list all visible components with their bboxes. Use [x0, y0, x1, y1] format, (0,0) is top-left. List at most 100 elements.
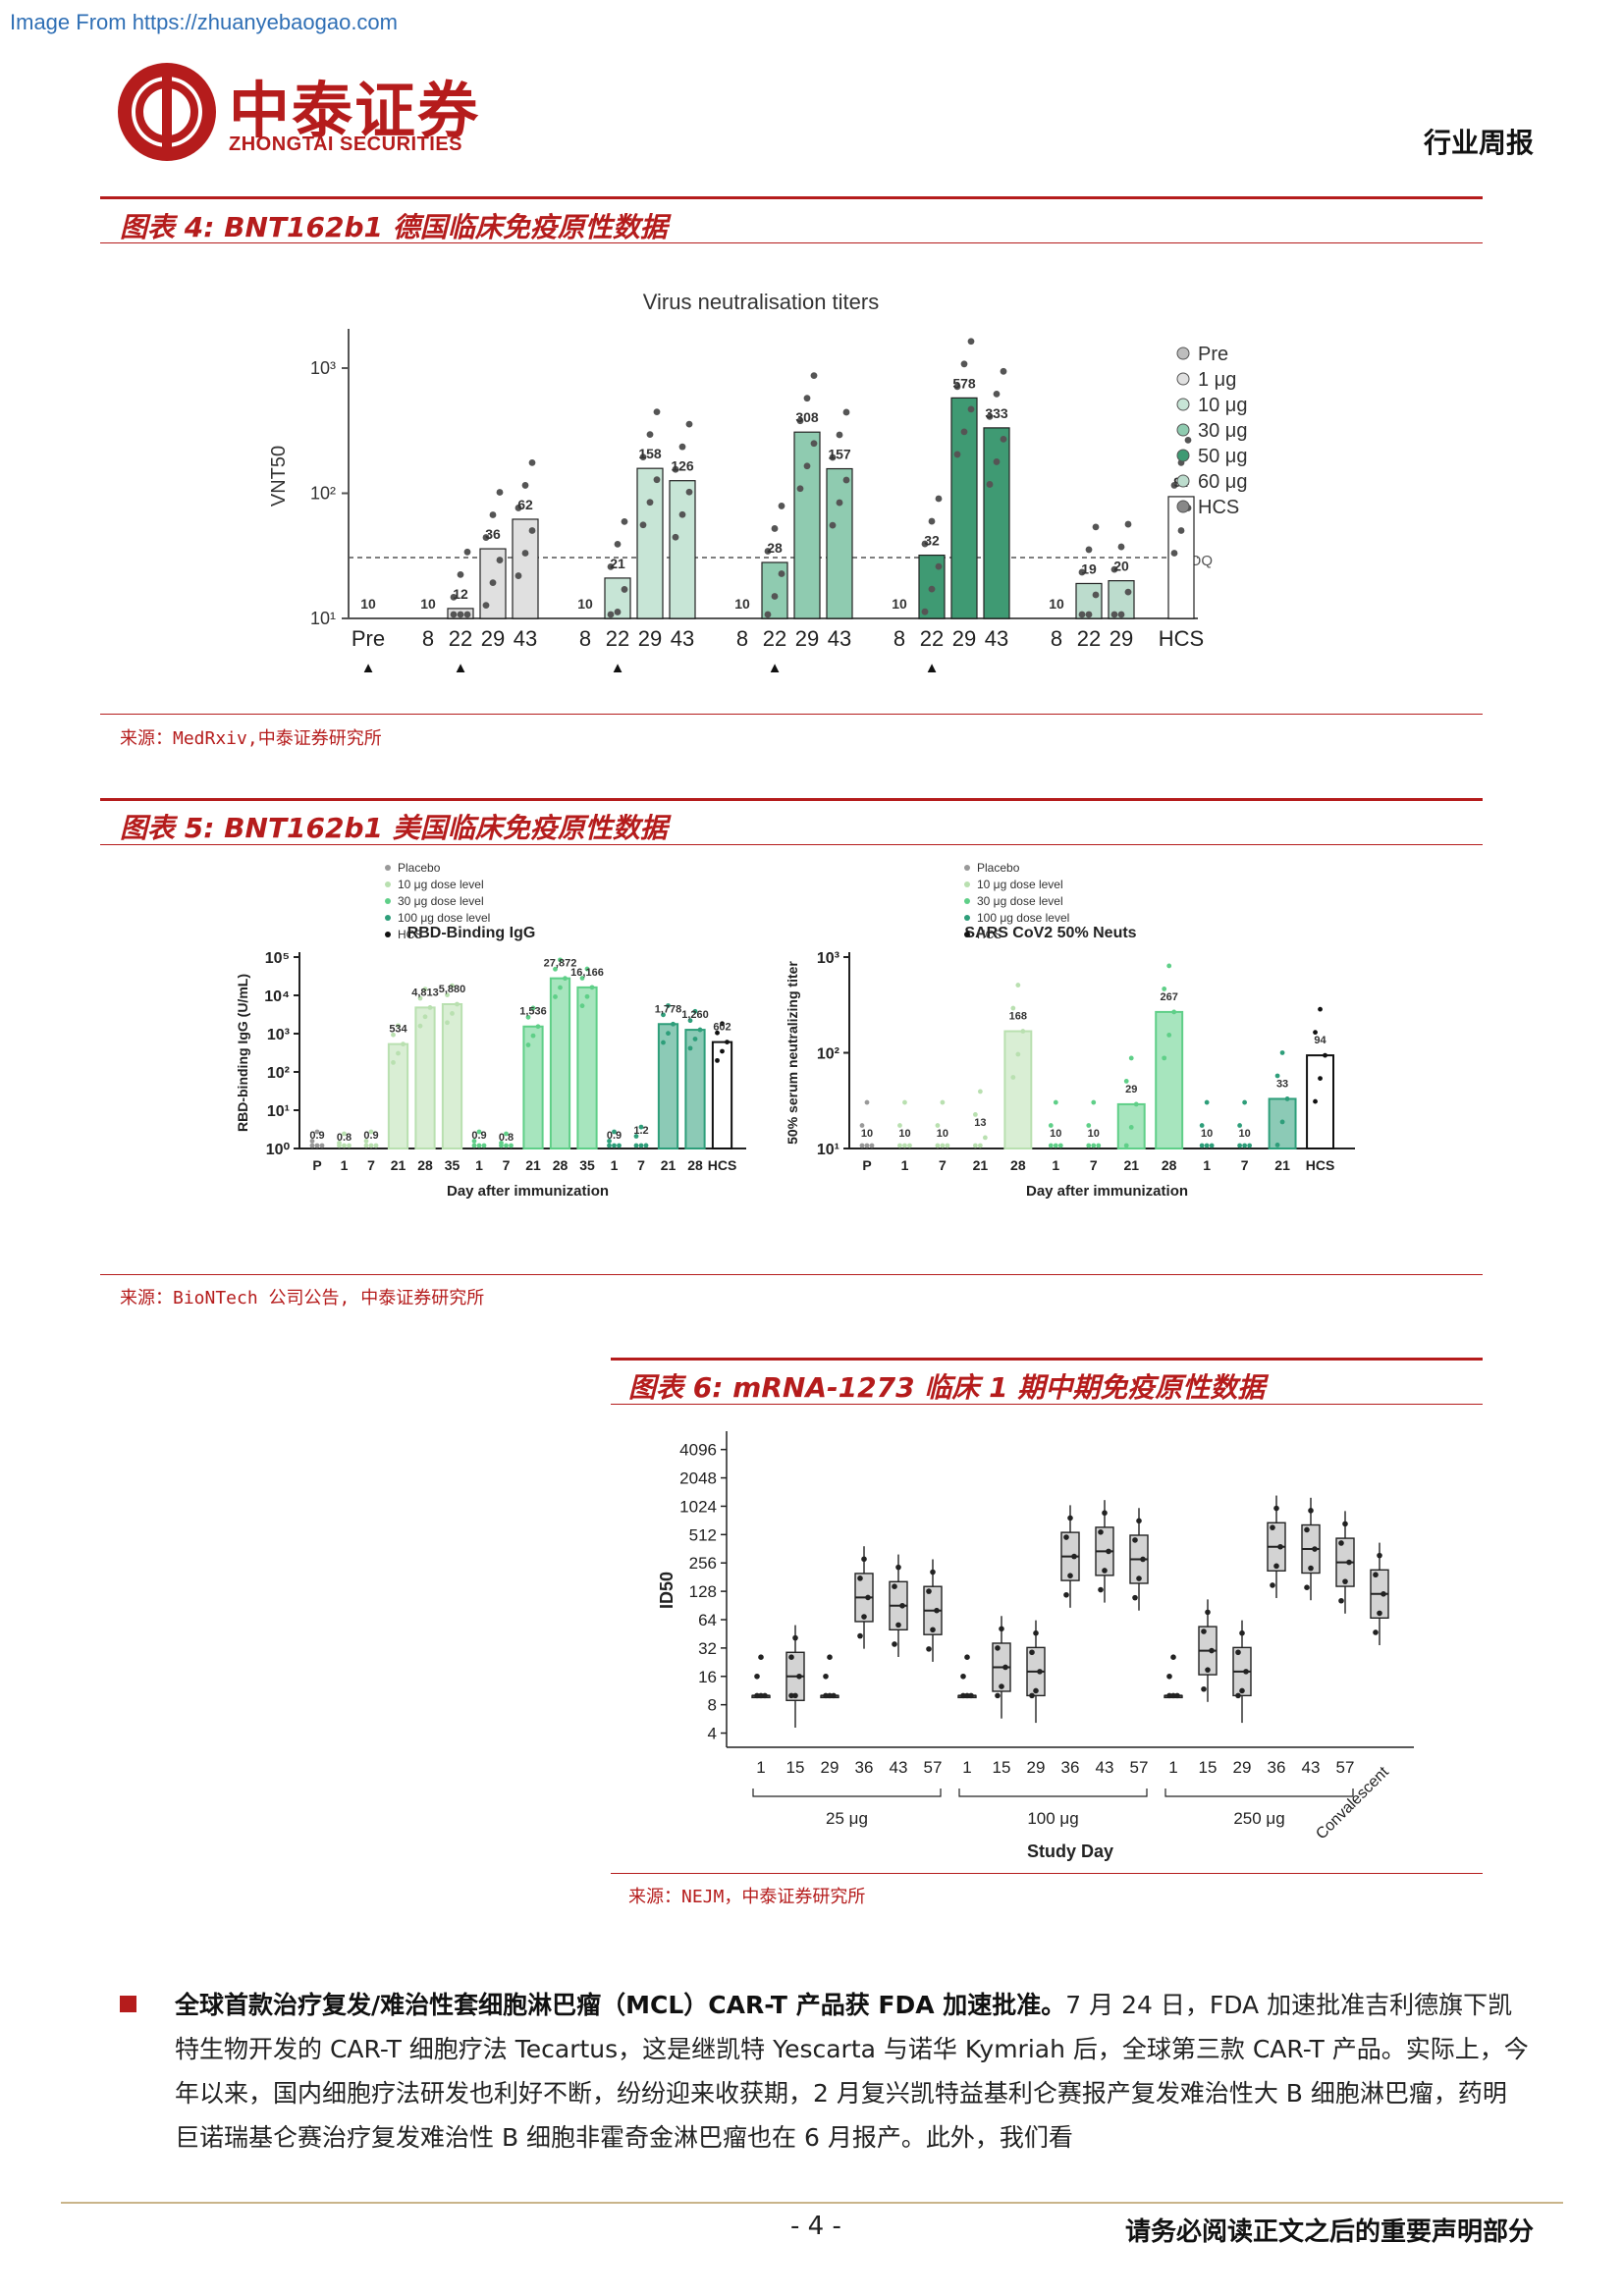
- figure4-point: [463, 548, 471, 556]
- figure5-bar: [684, 1029, 706, 1150]
- figure4-point: [1078, 568, 1086, 576]
- figure5-point: [476, 1129, 482, 1135]
- figure6-point: [1132, 1594, 1138, 1601]
- figure6-point: [1304, 1584, 1310, 1590]
- figure6-x-tick-label: 43: [1096, 1758, 1114, 1777]
- figure6-x-tick-label: 43: [890, 1758, 908, 1777]
- figure5-point: [687, 1018, 693, 1024]
- figure4-point: [778, 503, 785, 509]
- figure4-y-tick-label: 10³: [310, 358, 336, 378]
- figure4-point: [1110, 565, 1118, 573]
- figure5-point: [666, 1031, 671, 1037]
- figure5-legend-label: HCS: [398, 928, 422, 941]
- figure5-x-tick-label: 7: [503, 1157, 511, 1173]
- figure6-point: [1102, 1510, 1108, 1517]
- figure4-point: [810, 372, 818, 380]
- figure4-x-tick-label: 29: [481, 626, 505, 651]
- figure5-point: [1313, 1098, 1318, 1104]
- figure5-point: [1057, 1143, 1063, 1148]
- figure6-y-tick-label: 4: [708, 1725, 717, 1743]
- figure6-point: [1106, 1548, 1111, 1555]
- figure5-value-label: 13: [974, 1117, 986, 1129]
- figure5-point: [864, 1143, 870, 1148]
- figure5-point: [530, 1033, 536, 1039]
- figure6-point: [1377, 1610, 1382, 1617]
- figure5-point: [1242, 1143, 1248, 1148]
- figure4-y-axis-label: VNT50: [268, 446, 290, 507]
- figure4-bar: [983, 427, 1010, 619]
- figure4-bottom-rule: [100, 714, 1483, 715]
- body-paragraph-text: 7 月 24 日，FDA 加速批准吉利德旗下凯特生物开发的 CAR-T 细胞疗法…: [175, 1991, 1529, 2152]
- figure6-point: [1209, 1647, 1215, 1654]
- figure4-bar: [636, 467, 664, 619]
- figure4-point: [672, 533, 679, 541]
- figure4-value-label: 10: [360, 596, 376, 612]
- figure6-point: [762, 1692, 768, 1699]
- figure4-value-label: 10: [734, 596, 750, 612]
- figure4-legend-label: 10 μg: [1198, 395, 1247, 416]
- figure5-point: [558, 957, 563, 963]
- figure5-point: [940, 1099, 946, 1105]
- figure4-legend-label: 1 μg: [1198, 369, 1236, 391]
- figure5-point: [859, 1123, 865, 1128]
- figure4-point: [607, 563, 615, 570]
- figure6-point: [1338, 1597, 1344, 1604]
- figure5-point: [445, 992, 450, 998]
- figure4-point: [685, 488, 693, 496]
- figure5-x-tick-label: 1: [475, 1157, 483, 1173]
- figure5-value-label: 0.8: [337, 1132, 352, 1144]
- figure4-point: [967, 338, 975, 346]
- figure5-point: [977, 1143, 983, 1148]
- figure4-value-label: 62: [517, 497, 533, 512]
- figure4-x-tick-label: 22: [920, 626, 944, 651]
- figure5-x-tick-label: 35: [445, 1157, 460, 1173]
- figure6-point: [1136, 1575, 1142, 1581]
- figure5-point: [417, 1023, 423, 1029]
- figure5-point: [1199, 1143, 1205, 1148]
- figure5-point: [1284, 1096, 1290, 1101]
- figure5-point: [1162, 1055, 1167, 1061]
- figure5-x-tick-label: 21: [1274, 1157, 1290, 1173]
- figure4-point: [614, 609, 622, 615]
- figure5-legend-label: 100 μg dose level: [398, 911, 490, 925]
- figure4-x-tick-label: 29: [1110, 626, 1133, 651]
- figure4-point: [1085, 611, 1093, 618]
- figure5-point: [897, 1143, 902, 1148]
- figure5-point: [450, 1010, 455, 1016]
- figure5-x-tick-label: 21: [525, 1157, 541, 1173]
- figure4-point: [1124, 520, 1132, 528]
- figure5-x-tick-label: 1: [1052, 1157, 1059, 1173]
- figure6-point: [823, 1692, 829, 1699]
- figure6-point: [1029, 1692, 1035, 1699]
- figure5-x-tick-label: HCS: [708, 1157, 737, 1173]
- figure5-point: [499, 1140, 504, 1146]
- figure5-point: [1010, 1075, 1016, 1080]
- figure6-x-tick-label: 57: [924, 1758, 943, 1777]
- figure5-point: [1091, 1099, 1097, 1105]
- figure5-legend-swatch: [964, 865, 970, 871]
- figure6-point: [1170, 1692, 1176, 1699]
- figure5-x-tick-label: 21: [973, 1157, 989, 1173]
- figure5-point: [1171, 1009, 1177, 1015]
- figure4-point: [1078, 611, 1086, 618]
- figure5-x-tick-label: 7: [1090, 1157, 1098, 1173]
- figure5-y-tick-label: 10³: [267, 1027, 290, 1043]
- figure5-x-tick-label: 21: [661, 1157, 677, 1173]
- figure5-bar: [414, 1006, 436, 1149]
- figure4-chart-title: Virus neutralisation titers: [643, 290, 880, 314]
- figure5-point: [342, 1131, 347, 1137]
- figure5-bar: [522, 1025, 544, 1149]
- figure6-point: [792, 1634, 798, 1641]
- figure5-point: [309, 1143, 315, 1148]
- figure5-title: 图表 5: BNT162b1 美国临床免疫原性数据: [120, 812, 668, 844]
- figure4-point: [836, 431, 843, 439]
- figure5-point: [553, 966, 558, 972]
- figure6-point: [1312, 1546, 1318, 1552]
- figure5-point: [337, 1140, 342, 1146]
- figure4-point: [796, 417, 804, 425]
- figure5-point: [504, 1131, 509, 1137]
- figure4-x-tick-label: 43: [828, 626, 851, 651]
- figure5-point: [607, 1143, 612, 1148]
- figure6-point: [831, 1692, 837, 1699]
- figure6-point: [1377, 1552, 1382, 1559]
